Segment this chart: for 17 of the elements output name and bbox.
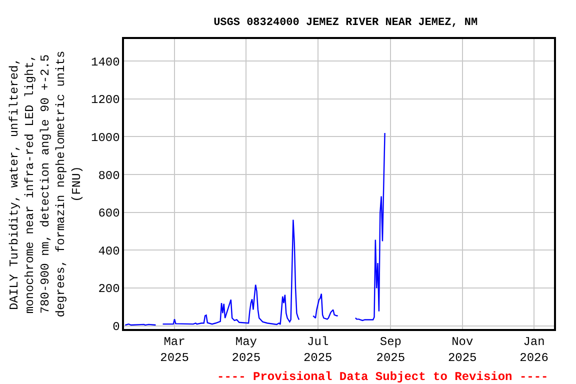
y-tick-label: 1400 bbox=[91, 55, 120, 70]
y-tick-label: 800 bbox=[98, 168, 120, 183]
y-axis-title: DAILY Turbidity, water, unfiltered, monochrome near infra-red LED light, 780-900 nm, detection angle 90 +-2.5 degrees, formazin nephelometric units (FNU) bbox=[7, 50, 84, 318]
y-tick-label: 1200 bbox=[91, 93, 120, 108]
x-tick-label: Nov 2025 bbox=[448, 335, 477, 365]
y-tick-label: 400 bbox=[98, 244, 120, 258]
y-tick-label: 600 bbox=[98, 206, 120, 221]
x-tick-label: Mar 2025 bbox=[160, 335, 189, 365]
x-tick-label: Sep 2025 bbox=[376, 335, 406, 365]
text: ---- Provisional Data Subject to Revision ---- bbox=[217, 370, 548, 384]
chart-title: USGS 08324000 JEMEZ RIVER NEAR JEMEZ, NM bbox=[214, 16, 478, 29]
y-tick-label: 1000 bbox=[91, 130, 120, 145]
x-tick-label: Jul 2025 bbox=[303, 335, 332, 365]
x-tick-label: Jan 2026 bbox=[520, 335, 548, 365]
y-tick-label: 0 bbox=[112, 320, 120, 334]
x-tick-label: May 2025 bbox=[232, 335, 261, 365]
y-tick-label: 200 bbox=[98, 282, 120, 296]
